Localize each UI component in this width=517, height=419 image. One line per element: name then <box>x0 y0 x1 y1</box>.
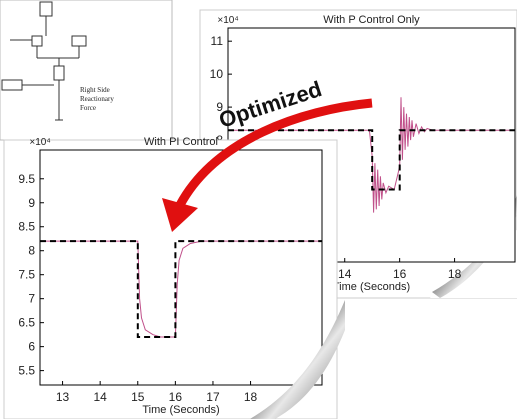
y-tick-label: 9 <box>28 196 35 210</box>
diagram-label-line: Right Side <box>80 86 110 94</box>
y-tick-label: 10 <box>210 67 224 81</box>
x-tick-label: 18 <box>244 390 258 404</box>
chart-title: With P Control Only <box>323 14 420 26</box>
page: Right SideReactionaryForce With P Contro… <box>0 0 517 419</box>
x-tick-label: 18 <box>448 267 462 281</box>
y-tick-label: 7.5 <box>18 268 35 282</box>
x-tick-label: 13 <box>56 390 70 404</box>
x-tick-label: 17 <box>206 390 220 404</box>
x-tick-label: 15 <box>131 390 145 404</box>
y-tick-label: 6.5 <box>18 316 35 330</box>
diagram-label-line: Reactionary <box>80 95 114 103</box>
y-tick-label: 9.5 <box>18 172 35 186</box>
y-tick-label: 6 <box>28 340 35 354</box>
y-multiplier: ×10⁴ <box>217 15 238 26</box>
y-tick-label: 8 <box>28 244 35 258</box>
y-tick-label: 8.5 <box>18 220 35 234</box>
chart-title: With PI Control <box>144 136 218 148</box>
y-tick-label: 11 <box>211 34 224 48</box>
x-axis-label: Time (Seconds) <box>333 281 410 293</box>
y-tick-label: 5.5 <box>18 364 35 378</box>
x-tick-label: 16 <box>169 390 183 404</box>
plot-area <box>40 150 322 385</box>
x-tick-label: 14 <box>338 267 352 281</box>
y-tick-label: 7 <box>28 292 35 306</box>
chart-pi-control: With PI Control ×10⁴ Time (Seconds) 5.5 6 6.5… <box>18 136 322 416</box>
scene: Right SideReactionaryForce With P Contro… <box>0 0 517 419</box>
x-tick-label: 14 <box>93 390 107 404</box>
x-axis-label: Time (Seconds) <box>142 404 219 416</box>
diagram-label-line: Force <box>80 104 96 112</box>
y-multiplier: ×10⁴ <box>29 137 50 148</box>
x-tick-label: 16 <box>393 267 407 281</box>
